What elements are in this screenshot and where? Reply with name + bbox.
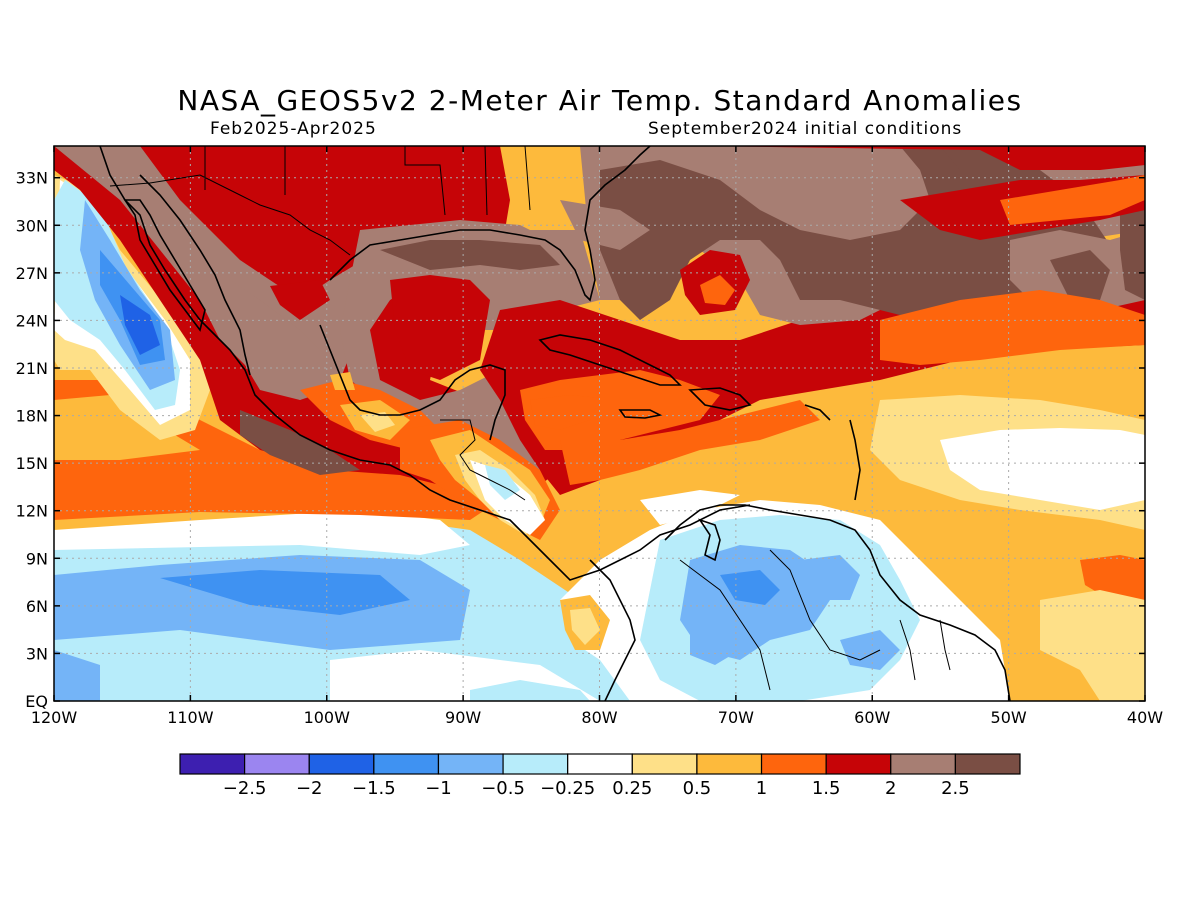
lat-tick-label: 33N: [16, 169, 48, 188]
anomaly-field: [54, 146, 1145, 701]
colorbar-swatch: [631, 753, 698, 775]
longitude-axis: 120W 110W 100W 90W 80W 70W 60W 50W 40W: [31, 146, 1163, 727]
coastlines: [99, 146, 1011, 701]
colorbar-swatch: [244, 753, 310, 775]
colorbar-swatch: [825, 753, 892, 775]
colorbar: −2.5 −2 −1.5 −1 −0.5 −0.25 0.25 0.5 1 1.5 2 2.5: [179, 753, 1021, 799]
colorbar-label: −2: [296, 778, 323, 799]
colorbar-swatch: [696, 753, 763, 775]
colorbar-label: 2: [885, 778, 896, 799]
lon-tick-label: 90W: [445, 708, 481, 727]
lon-tick-label: 100W: [304, 708, 351, 727]
colorbar-swatch: [760, 753, 827, 775]
colorbar-label: 0.5: [683, 778, 712, 799]
lon-tick-label: 40W: [1127, 708, 1163, 727]
lon-tick-label: 120W: [31, 708, 78, 727]
lat-tick-label: 6N: [26, 597, 48, 616]
lon-tick-label: 110W: [167, 708, 214, 727]
colorbar-label: −1: [425, 778, 452, 799]
lat-tick-label: 18N: [16, 407, 48, 426]
colorbar-label: −0.5: [481, 778, 525, 799]
colorbar-swatch: [373, 753, 440, 775]
lat-tick-label: 3N: [26, 644, 48, 663]
colorbar-swatch: [437, 753, 504, 775]
colorbar-swatch: [502, 753, 569, 775]
colorbar-label: −2.5: [223, 778, 267, 799]
initial-conditions: September2024 initial conditions: [648, 119, 963, 139]
colorbar-label: 1: [756, 778, 767, 799]
borders: [109, 146, 951, 691]
map-title: NASA_GEOS5v2 2-Meter Air Temp. Standard …: [177, 84, 1023, 117]
lon-tick-label: 80W: [581, 708, 617, 727]
lat-tick-label: 9N: [26, 549, 48, 568]
colorbar-label: −1.5: [352, 778, 396, 799]
colorbar-label: 1.5: [812, 778, 841, 799]
colorbar-swatch: [179, 753, 246, 775]
lat-tick-label: 12N: [16, 502, 48, 521]
colorbar-swatch: [567, 753, 633, 775]
lat-tick-label: 24N: [16, 311, 48, 330]
lat-tick-label: 21N: [16, 359, 48, 378]
colorbar-label: −0.25: [540, 778, 595, 799]
forecast-period: Feb2025-Apr2025: [210, 119, 377, 139]
colorbar-swatch: [308, 753, 375, 775]
lon-tick-label: 50W: [991, 708, 1027, 727]
lat-tick-label: 27N: [16, 264, 48, 283]
colorbar-swatch: [890, 753, 956, 775]
lon-tick-label: 60W: [854, 708, 890, 727]
lon-tick-label: 70W: [718, 708, 754, 727]
lat-tick-label: EQ: [25, 692, 48, 711]
colorbar-label: 2.5: [941, 778, 970, 799]
latitude-axis: 33N 30N 27N 24N 21N 18N 15N 12N 9N 6N 3N EQ: [16, 169, 1145, 711]
colorbar-swatch: [954, 753, 1021, 775]
lat-tick-label: 30N: [16, 216, 48, 235]
colorbar-label: 0.25: [612, 778, 652, 799]
lat-tick-label: 15N: [16, 454, 48, 473]
